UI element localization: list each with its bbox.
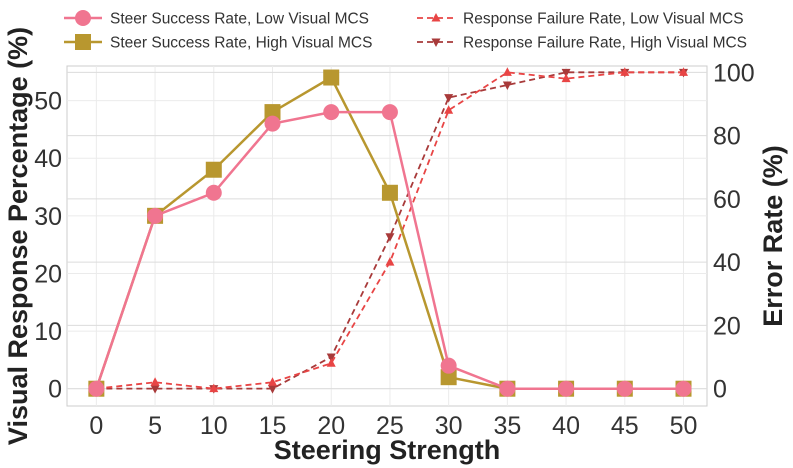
data-point [620,67,630,76]
data-point [150,377,160,386]
y-right-tick-label: 0 [713,376,727,404]
data-point [150,385,160,394]
data-point [679,67,689,76]
legend-marker [431,13,441,22]
x-tick-label: 30 [435,412,463,440]
x-tick-label: 20 [317,412,345,440]
legend-item: Steer Success Rate, Low Visual MCS [64,10,369,28]
data-point [205,161,222,178]
y-axis-right-ticks: 0 20 40 60 80 100 [713,59,755,403]
y-right-tick-label: 60 [713,186,741,214]
data-point [444,105,454,114]
x-tick-label: 50 [670,412,698,440]
x-tick-label: 35 [493,412,521,440]
y-left-tick-label: 10 [34,318,62,346]
data-point [326,353,336,362]
data-point [440,369,457,386]
data-point [440,357,457,374]
data-point [561,73,571,83]
legend-label: Response Failure Rate, Low Visual MCS [463,11,744,28]
x-tick-label: 10 [200,412,228,440]
data-point [147,207,164,224]
x-axis-ticks: 0 5 10 15 20 25 30 35 40 45 50 [89,412,697,440]
x-tick-label: 5 [148,412,162,440]
data-point [561,68,571,78]
legend-item: Response Failure Rate, High Visual MCS [417,35,747,52]
data-point [385,233,395,242]
x-tick-label: 0 [89,412,103,440]
grid [67,66,707,406]
y-axis-right-label: Error Rate (%) [758,145,788,327]
data-point [268,385,278,394]
legend-label: Response Failure Rate, High Visual MCS [463,35,747,52]
y-left-tick-label: 20 [34,260,62,288]
data-point [499,380,516,397]
series-layer [88,67,692,397]
data-point [675,380,692,397]
data-point [616,380,633,397]
y-left-tick-label: 0 [48,376,62,404]
y-right-tick-label: 100 [713,59,755,87]
legend-marker [75,10,91,26]
x-tick-label: 25 [376,412,404,440]
y-right-tick-label: 40 [713,249,741,277]
data-point [209,383,219,393]
y-axis-left-ticks: 0 10 20 30 40 50 [34,88,62,404]
data-point [264,115,281,132]
data-point [381,104,398,121]
legend: Steer Success Rate, Low Visual MCS Steer … [64,10,747,52]
data-point [323,69,340,86]
series-2 [91,67,689,393]
legend-label: Steer Success Rate, Low Visual MCS [110,11,369,28]
y-axis-left-label: Visual Response Percentage (%) [3,27,33,445]
data-point [502,67,512,76]
y-right-tick-label: 20 [713,312,741,340]
data-point [264,104,281,121]
data-point [268,377,278,386]
data-point [88,380,105,397]
y-left-tick-label: 50 [34,88,62,116]
data-point [326,358,336,367]
legend-item: Response Failure Rate, Low Visual MCS [417,11,744,28]
legend-item: Steer Success Rate, High Visual MCS [64,34,372,52]
legend-marker [75,34,91,50]
y-left-tick-label: 40 [34,145,62,173]
data-point [205,184,222,201]
data-point [502,81,512,90]
x-tick-label: 40 [552,412,580,440]
data-point [381,184,398,201]
legend-marker [431,38,441,47]
data-point [558,380,575,397]
y-right-tick-label: 80 [713,123,741,151]
x-tick-label: 45 [611,412,639,440]
data-point [444,94,454,103]
y-left-tick-label: 30 [34,203,62,231]
legend-label: Steer Success Rate, High Visual MCS [110,35,372,52]
data-point [323,104,340,121]
x-axis-label: Steering Strength [274,435,501,465]
x-tick-label: 15 [259,412,287,440]
data-point [385,257,395,266]
series-0 [88,104,692,397]
